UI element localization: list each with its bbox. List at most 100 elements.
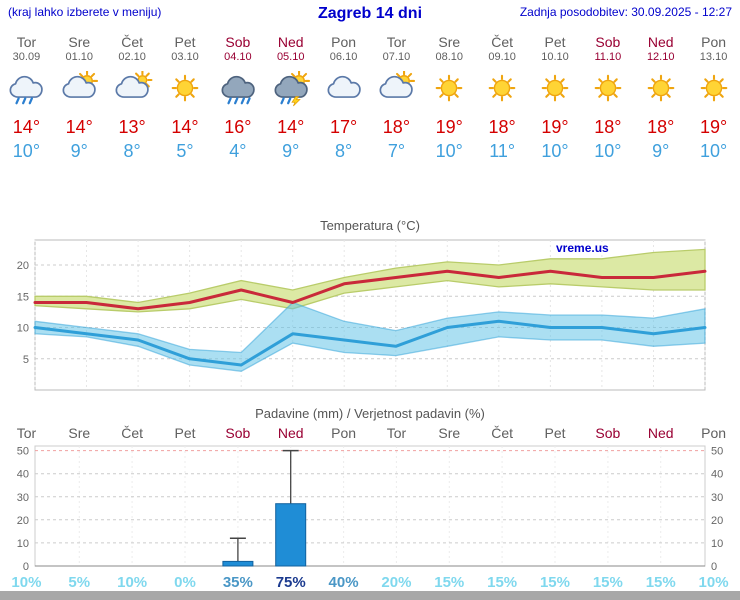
- precipitation-chart-svg: 0 0 10 10 20 20 30 30 40 40 50 50: [17, 445, 723, 573]
- svg-text:10: 10: [17, 538, 29, 550]
- day-name: Sob: [595, 34, 621, 50]
- precip-day-label: Pon: [701, 425, 727, 441]
- day-column[interactable]: Ned 12.10 18° 9°: [634, 26, 687, 162]
- high-temp: 18°: [647, 117, 675, 137]
- precip-probability: 10%: [11, 574, 42, 591]
- sunny-icon: [647, 74, 675, 102]
- day-column[interactable]: Čet 02.10 13° 8°: [106, 26, 159, 162]
- day-column[interactable]: Sob 04.10 16° 4°: [211, 26, 264, 162]
- cloudy-icon: [327, 75, 361, 98]
- day-name: Pet: [544, 34, 566, 50]
- mostly-cloudy-icon: [115, 71, 153, 98]
- footer-bar: [0, 591, 740, 600]
- svg-text:0: 0: [23, 561, 29, 573]
- precip-day-label: Čet: [121, 425, 144, 441]
- svg-text:15: 15: [17, 291, 29, 303]
- day-date: 04.10: [224, 51, 252, 63]
- day-column[interactable]: Pon 06.10 17° 8°: [317, 26, 370, 162]
- svg-text:30: 30: [17, 492, 29, 504]
- day-name: Sre: [438, 34, 461, 50]
- weather-icon: [687, 69, 740, 109]
- low-temp: 8°: [334, 141, 353, 161]
- low-temp: 10°: [435, 141, 463, 161]
- day-date: 05.10: [276, 51, 305, 63]
- precip-probability: 15%: [487, 574, 518, 591]
- weather-icon: [634, 69, 687, 109]
- rain-icon: [221, 75, 255, 105]
- sunny-icon: [488, 74, 516, 102]
- sunny-icon: [435, 74, 463, 102]
- precip-day-label: Ned: [647, 425, 674, 441]
- day-date: 06.10: [329, 51, 358, 63]
- weather-icon: [264, 69, 317, 109]
- day-column[interactable]: Tor 07.10 18° 7°: [370, 26, 423, 162]
- precip-probability: 35%: [222, 574, 253, 591]
- day-column[interactable]: Pet 10.10 19° 10°: [529, 26, 582, 162]
- weather-icon: [370, 69, 423, 109]
- sunny-icon: [700, 74, 727, 102]
- high-temp: 19°: [435, 117, 463, 137]
- day-name: Sob: [225, 34, 251, 50]
- precip-probability: 5%: [68, 574, 91, 591]
- max-temp-line: [33, 269, 707, 311]
- day-name: Ned: [277, 34, 304, 50]
- partly-cloudy-icon: [379, 71, 416, 98]
- temperature-chart-title: Temperatura (°C): [320, 218, 420, 233]
- low-temp: 10°: [594, 141, 622, 161]
- low-temp: 4°: [229, 141, 247, 161]
- precip-day-label: Pon: [331, 425, 357, 441]
- high-temp: 14°: [12, 117, 41, 137]
- day-column[interactable]: Pet 03.10 14° 5°: [159, 26, 212, 162]
- day-column[interactable]: Pon 13.10 19° 10°: [687, 26, 740, 162]
- day-name: Tor: [386, 34, 407, 50]
- high-temp: 18°: [382, 117, 411, 137]
- watermark-text: vreme.us: [556, 241, 609, 255]
- day-name: Ned: [647, 34, 674, 50]
- high-temp: 13°: [118, 117, 146, 137]
- svg-text:10: 10: [711, 538, 723, 550]
- temperature-chart: 5 10 15 20 vreme.us: [0, 234, 740, 404]
- day-name: Pon: [701, 34, 727, 50]
- low-temp: 9°: [70, 141, 88, 161]
- low-temp: 9°: [652, 141, 670, 161]
- sunny-icon: [541, 74, 569, 102]
- day-date: 30.09: [12, 51, 41, 63]
- weather-icon: [106, 69, 159, 109]
- sunny-icon: [171, 74, 199, 102]
- page-title: Zagreb 14 dni: [317, 5, 423, 22]
- low-temp: 10°: [541, 141, 569, 161]
- precip-day-label: Tor: [16, 425, 37, 441]
- precip-day-label: Sre: [68, 425, 91, 441]
- svg-text:30: 30: [711, 492, 723, 504]
- temperature-chart-svg: 5 10 15 20 vreme.us: [17, 239, 707, 391]
- svg-text:10: 10: [17, 323, 29, 335]
- day-date: 01.10: [65, 51, 94, 63]
- weather-icon: [581, 69, 634, 109]
- day-column[interactable]: Ned 05.10 14° 9°: [264, 26, 317, 162]
- day-name: Pet: [174, 34, 196, 50]
- svg-text:20: 20: [711, 515, 723, 527]
- day-column[interactable]: Tor 30.09 14° 10°: [0, 26, 53, 162]
- weather-icon: [0, 69, 53, 109]
- day-name: Sre: [68, 34, 91, 50]
- day-column[interactable]: Sre 08.10 19° 10°: [423, 26, 476, 162]
- low-temp: 10°: [12, 141, 41, 161]
- precip-bar: [275, 503, 307, 567]
- precip-probability: 15%: [539, 574, 570, 591]
- day-column[interactable]: Sre 01.10 14° 9°: [53, 26, 106, 162]
- high-temp: 14°: [171, 117, 199, 137]
- high-temp: 14°: [277, 117, 305, 137]
- day-date: 13.10: [699, 51, 728, 63]
- precip-day-labels: Tor Sre Čet Pet Sob Ned Pon Tor Sre Čet Pet Sob Ned P…: [0, 424, 740, 442]
- precip-day-label: Ned: [277, 425, 304, 441]
- precip-day-label: Pet: [544, 425, 566, 441]
- precip-bar: [222, 560, 254, 567]
- storm-icon: [274, 71, 310, 107]
- day-date: 02.10: [118, 51, 146, 63]
- day-column[interactable]: Sob 11.10 18° 10°: [581, 26, 634, 162]
- min-temp-line: [33, 319, 707, 367]
- day-column[interactable]: Čet 09.10 18° 11°: [476, 26, 529, 162]
- precip-day-label: Sre: [438, 425, 461, 441]
- sunny-icon: [594, 74, 622, 102]
